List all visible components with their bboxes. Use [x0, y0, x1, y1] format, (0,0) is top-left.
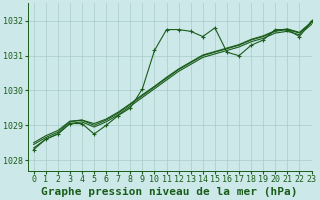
X-axis label: Graphe pression niveau de la mer (hPa): Graphe pression niveau de la mer (hPa)	[41, 186, 298, 197]
